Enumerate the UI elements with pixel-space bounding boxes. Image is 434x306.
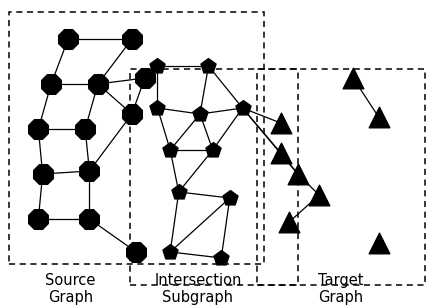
Point	[197, 112, 204, 117]
Point	[128, 112, 135, 117]
Point	[167, 147, 174, 152]
Point	[39, 172, 46, 177]
Point	[82, 127, 89, 132]
Bar	[257, 69, 425, 285]
Bar	[130, 69, 298, 285]
Point	[277, 121, 284, 125]
Point	[35, 127, 42, 132]
Point	[154, 64, 161, 69]
Point	[167, 249, 174, 254]
Point	[350, 76, 357, 80]
Point	[286, 219, 293, 224]
Point	[128, 37, 135, 42]
Point	[205, 64, 212, 69]
Point	[141, 76, 148, 80]
Point	[95, 82, 102, 87]
Point	[316, 192, 322, 197]
Point	[175, 189, 182, 194]
Point	[226, 196, 233, 200]
Point	[375, 241, 382, 245]
Text: Source
Graph: Source Graph	[45, 273, 95, 305]
Point	[218, 256, 225, 260]
Point	[154, 106, 161, 110]
Point	[239, 106, 246, 110]
Point	[48, 82, 55, 87]
Point	[294, 172, 301, 177]
Point	[375, 114, 382, 119]
Text: Intersection
Subgraph: Intersection Subgraph	[154, 273, 242, 305]
Bar	[9, 12, 264, 264]
Point	[86, 217, 93, 222]
Point	[133, 249, 140, 254]
Point	[86, 169, 93, 174]
Point	[277, 151, 284, 155]
Point	[209, 147, 216, 152]
Text: Target
Graph: Target Graph	[318, 273, 363, 305]
Point	[35, 217, 42, 222]
Point	[65, 37, 72, 42]
